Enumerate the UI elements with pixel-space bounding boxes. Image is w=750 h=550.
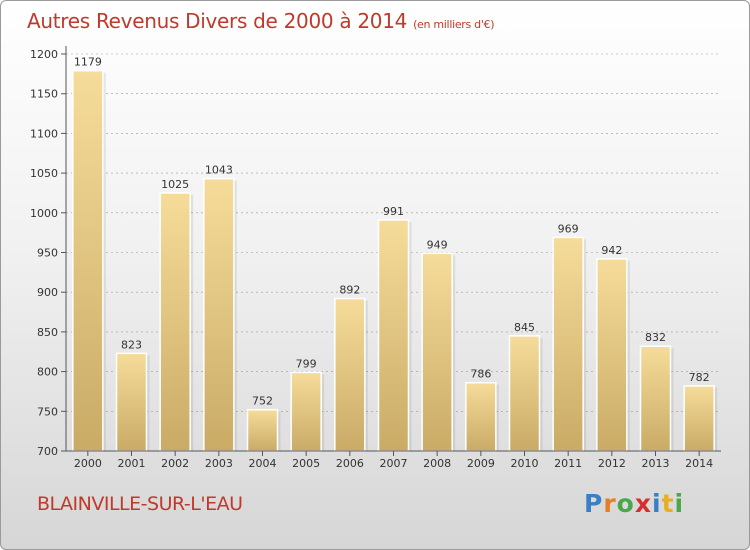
logo-letter: i: [652, 489, 662, 518]
bar: [72, 69, 104, 452]
bar: [290, 371, 322, 452]
data-label: 1043: [205, 164, 233, 177]
logo-letter: P: [584, 489, 604, 518]
bar: [377, 219, 410, 452]
data-label: 1025: [161, 178, 189, 191]
x-tick-label: 2002: [161, 457, 189, 470]
bar: [203, 177, 235, 452]
x-tick-label: 2000: [74, 457, 102, 470]
data-label: 752: [252, 395, 273, 408]
x-tick-label: 2001: [118, 457, 146, 470]
data-label: 782: [689, 371, 710, 384]
y-tick-label: 1000: [30, 207, 58, 220]
y-tick-label: 1100: [30, 127, 58, 140]
x-tick-label: 2007: [380, 457, 408, 470]
bar: [508, 335, 541, 452]
chart-title: Autres Revenus Divers de 2000 à 2014 (en …: [27, 9, 495, 33]
logo-letter: o: [616, 489, 635, 518]
logo-letter: r: [603, 489, 617, 518]
bar: [334, 297, 366, 452]
x-tick-label: 2006: [336, 457, 364, 470]
data-label: 845: [514, 321, 535, 334]
bar: [246, 408, 279, 452]
y-tick-label: 1150: [30, 88, 58, 101]
x-tick-label: 2008: [423, 457, 451, 470]
logo-letter: x: [634, 489, 652, 518]
bar: [552, 236, 584, 452]
logo-letter: t: [661, 489, 675, 518]
x-tick-label: 2003: [205, 457, 233, 470]
y-tick-label: 950: [37, 247, 58, 260]
y-tick-label: 850: [37, 326, 58, 339]
proxiti-logo: Proxiti: [584, 489, 684, 518]
logo-letter: i: [674, 489, 685, 518]
x-tick-label: 2009: [467, 457, 495, 470]
data-label: 832: [645, 331, 666, 344]
bar: [115, 352, 148, 452]
bars: 1179 823 1025 1043 752 799 892 991 949 786 845 969 9…: [72, 56, 718, 452]
data-label: 949: [427, 238, 448, 251]
y-tick-label: 900: [37, 286, 58, 299]
data-label: 823: [121, 338, 142, 351]
y-tick-label: 1200: [30, 48, 58, 61]
x-tick-label: 2014: [685, 457, 713, 470]
bar: [159, 192, 191, 452]
x-tick-label: 2005: [292, 457, 320, 470]
bar: [421, 252, 453, 452]
chart-title-text: Autres Revenus Divers de 2000 à 2014: [27, 9, 408, 33]
axes: 700 750 800 850 900 950 1000 1050 1100 1150 1200 20…: [30, 46, 721, 470]
bar: [596, 258, 628, 452]
data-label: 786: [470, 368, 491, 381]
y-tick-label: 700: [37, 445, 58, 458]
data-label: 892: [339, 284, 360, 297]
data-label: 991: [383, 205, 404, 218]
chart-unit: (en milliers d'€): [413, 18, 495, 31]
x-tick-label: 2010: [511, 457, 539, 470]
data-label: 799: [296, 357, 317, 370]
bar: [639, 345, 672, 452]
bar: [465, 381, 497, 452]
y-tick-label: 1050: [30, 167, 58, 180]
data-label: 969: [558, 222, 579, 235]
city-name: BLAINVILLE-SUR-L'EAU: [37, 493, 243, 515]
x-tick-label: 2013: [642, 457, 670, 470]
data-label: 1179: [74, 56, 102, 69]
bar: [683, 385, 715, 452]
x-tick-label: 2012: [598, 457, 626, 470]
x-tick-label: 2004: [249, 457, 277, 470]
y-tick-label: 750: [37, 405, 58, 418]
x-tick-label: 2011: [554, 457, 582, 470]
y-tick-label: 800: [37, 366, 58, 379]
data-label: 942: [601, 244, 622, 257]
